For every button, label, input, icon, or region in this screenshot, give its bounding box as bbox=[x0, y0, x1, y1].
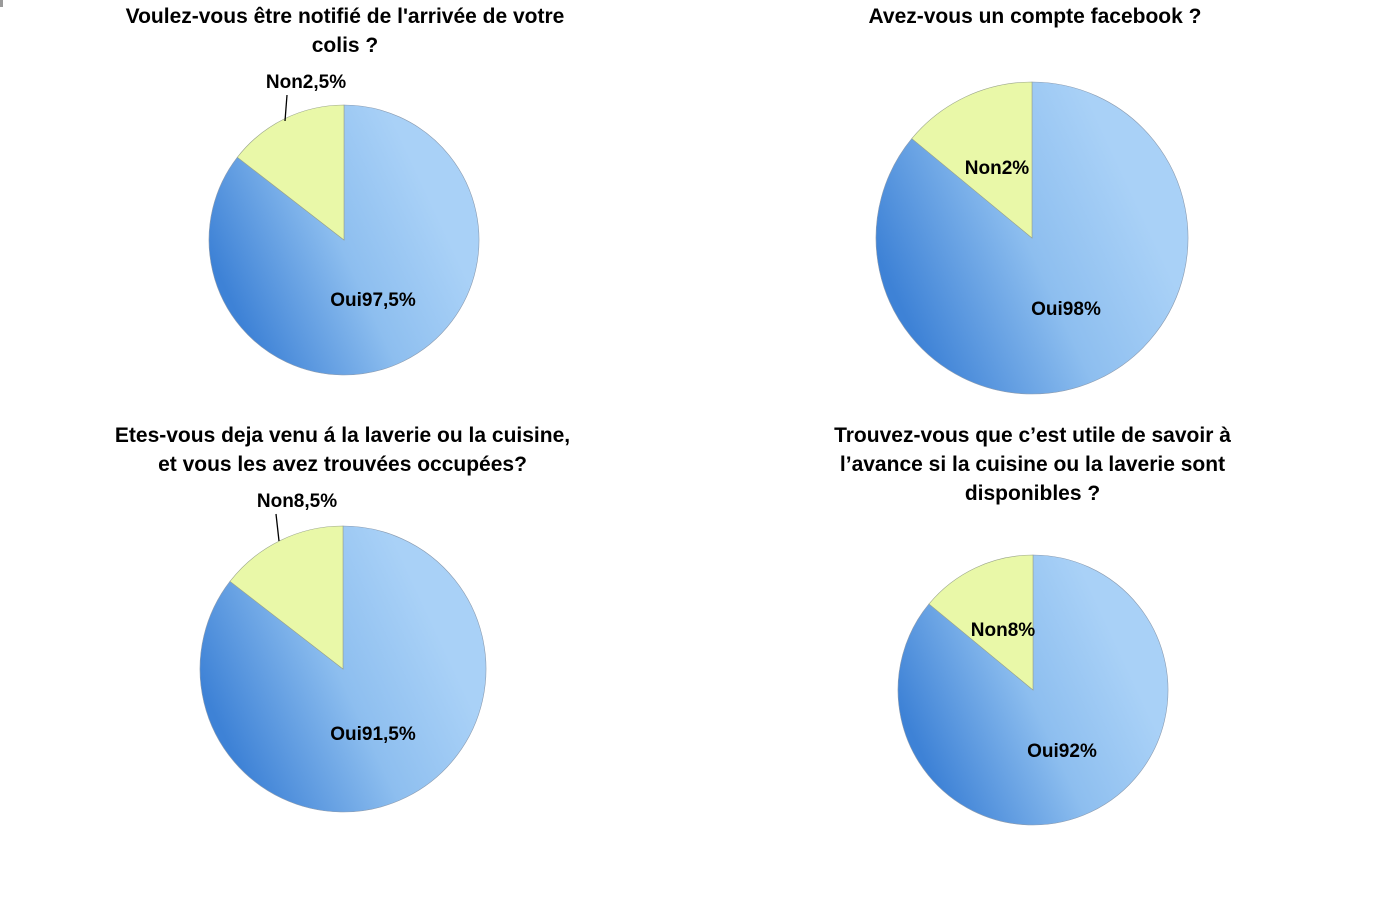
slice-label-non: Non8% bbox=[971, 620, 1036, 641]
chart-title: Avez-vous un compte facebook ? bbox=[730, 2, 1340, 31]
chart-title-line: Etes-vous deja venu á la laverie ou la c… bbox=[114, 424, 571, 447]
slice-non bbox=[911, 81, 1033, 239]
slice-label-non: Non2% bbox=[965, 158, 1030, 179]
chart-title-line: l’avance si la cuisine ou la laverie son… bbox=[839, 453, 1226, 476]
pie-1: Oui97,5% Non2,5% bbox=[208, 72, 480, 376]
slice-label-non: Non8,5% bbox=[257, 491, 337, 512]
pie-3: Oui91,5% Non8,5% bbox=[199, 491, 487, 813]
pie-4: Oui92% Non8% bbox=[897, 554, 1169, 826]
slice-label-oui: Oui98% bbox=[1031, 299, 1101, 320]
slice-label-oui: Oui97,5% bbox=[330, 290, 416, 311]
pie-2: Oui98% Non2% bbox=[875, 81, 1189, 395]
slice-non bbox=[229, 525, 344, 670]
slice-label-oui: Oui91,5% bbox=[330, 724, 416, 745]
chart-panel-3: Etes-vous deja venu á la laverie ou la c… bbox=[40, 421, 645, 841]
chart-panel-1: Voulez-vous être notifié de l'arrivée de… bbox=[40, 0, 650, 400]
chart-panel-4: Trouvez-vous que c’est utile de savoir à… bbox=[730, 421, 1335, 841]
chart-title-line: colis ? bbox=[311, 34, 379, 57]
chart-title-line: disponibles ? bbox=[964, 482, 1101, 505]
chart-title-line: Voulez-vous être notifié de l'arrivée de… bbox=[125, 5, 565, 28]
corner-mark bbox=[0, 0, 3, 7]
chart-title: Voulez-vous être notifié de l'arrivée de… bbox=[40, 2, 650, 60]
chart-panel-2: Avez-vous un compte facebook ? bbox=[730, 0, 1340, 400]
chart-title-line: Trouvez-vous que c’est utile de savoir à bbox=[834, 424, 1231, 447]
chart-title: Trouvez-vous que c’est utile de savoir à… bbox=[730, 421, 1335, 508]
slice-non bbox=[928, 554, 1034, 691]
leader-line bbox=[284, 94, 288, 122]
slice-label-non: Non2,5% bbox=[266, 72, 346, 93]
chart-title-line: Avez-vous un compte facebook ? bbox=[868, 5, 1202, 28]
slice-label-oui: Oui92% bbox=[1027, 741, 1097, 762]
chart-title-line: et vous les avez trouvées occupées? bbox=[158, 453, 527, 476]
leader-line bbox=[275, 513, 280, 542]
chart-title: Etes-vous deja venu á la laverie ou la c… bbox=[40, 421, 645, 479]
